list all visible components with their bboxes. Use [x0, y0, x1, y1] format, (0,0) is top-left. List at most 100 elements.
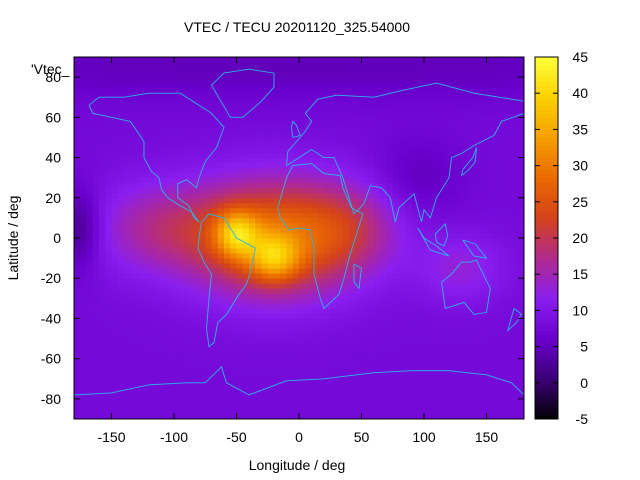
heat-cell [86, 398, 94, 405]
heat-cell [130, 227, 137, 234]
heat-cell [449, 408, 456, 415]
heat-cell [324, 353, 331, 360]
heat-cell [374, 227, 381, 234]
heat-cell [155, 413, 162, 420]
heat-cell [174, 232, 181, 239]
heat-cell [336, 323, 344, 329]
heat-cell [455, 202, 462, 209]
heat-cell [367, 318, 375, 324]
heat-cell [286, 283, 294, 289]
heat-cell [405, 408, 412, 415]
heat-cell [161, 398, 169, 405]
heat-cell [349, 263, 356, 269]
heat-cell [324, 278, 331, 284]
heat-cell [99, 243, 106, 249]
heat-cell [374, 323, 381, 329]
heat-cell [380, 167, 387, 174]
heat-cell [386, 408, 394, 415]
heat-cell [99, 92, 106, 98]
heat-cell [492, 177, 500, 184]
heat-cell [74, 142, 81, 148]
heat-cell [405, 152, 412, 158]
heat-cell [236, 348, 244, 355]
heat-cell [161, 268, 169, 274]
heat-cell [117, 353, 125, 360]
heat-cell [361, 273, 369, 279]
heat-cell [330, 258, 337, 264]
heat-cell [255, 308, 262, 314]
heat-cell [217, 222, 225, 229]
heat-cell [324, 197, 331, 204]
heat-cell [342, 132, 350, 138]
heat-cell [367, 82, 375, 88]
heat-cell [267, 398, 275, 405]
heat-cell [430, 182, 437, 189]
heat-cell [199, 278, 206, 284]
heat-cell [124, 338, 131, 344]
heat-cell [249, 202, 256, 209]
heat-cell [411, 97, 419, 103]
heat-cell [105, 313, 112, 319]
heat-cell [86, 363, 94, 370]
heat-cell [342, 293, 350, 299]
heat-cell [280, 92, 287, 98]
heat-cell [324, 258, 331, 264]
heat-cell [267, 318, 275, 324]
heat-cell [411, 222, 419, 229]
heat-cell [367, 263, 375, 269]
heat-cell [324, 122, 331, 128]
heat-cell [311, 92, 319, 98]
heat-cell [324, 253, 331, 259]
heat-cell [355, 227, 362, 234]
heat-cell [317, 363, 325, 370]
heat-cell [430, 117, 437, 123]
heat-cell [105, 122, 112, 128]
heat-cell [299, 313, 306, 319]
heat-cell [80, 288, 87, 294]
heat-cell [136, 263, 144, 269]
heat-cell [224, 57, 231, 63]
heat-cell [405, 283, 412, 289]
heat-cell [299, 147, 306, 153]
heat-cell [205, 293, 212, 299]
heat-cell [205, 217, 212, 224]
heat-cell [424, 107, 431, 113]
heat-cell [380, 127, 387, 133]
heat-cell [317, 248, 325, 254]
heat-cell [255, 288, 262, 294]
heat-cell [386, 97, 394, 103]
heat-cell [355, 137, 362, 143]
heat-cell [130, 67, 137, 73]
heat-cell [467, 77, 475, 83]
heat-cell [474, 383, 481, 390]
heat-cell [342, 202, 350, 209]
heat-cell [249, 152, 256, 158]
heat-cell [442, 92, 450, 98]
heat-cell [424, 358, 431, 365]
heat-cell [192, 167, 200, 174]
heat-cell [274, 408, 281, 415]
heat-cell [405, 333, 412, 339]
heat-cell [436, 227, 444, 234]
heat-cell [499, 122, 506, 128]
heat-cell [80, 388, 87, 395]
heat-cell [267, 253, 275, 259]
heat-cell [449, 72, 456, 78]
heat-cell [405, 102, 412, 108]
heat-cell [317, 107, 325, 113]
heat-cell [149, 57, 156, 63]
heat-cell [442, 122, 450, 128]
heat-cell [336, 142, 344, 148]
heat-cell [205, 167, 212, 174]
heat-cell [492, 147, 500, 153]
heat-cell [136, 308, 144, 314]
heat-cell [286, 172, 294, 179]
heat-cell [474, 177, 481, 184]
heat-cell [236, 112, 244, 118]
heat-cell [436, 217, 444, 224]
heat-cell [492, 112, 500, 118]
heat-cell [105, 162, 112, 169]
heat-cell [249, 162, 256, 169]
heat-cell [280, 343, 287, 350]
heat-cell [274, 112, 281, 118]
